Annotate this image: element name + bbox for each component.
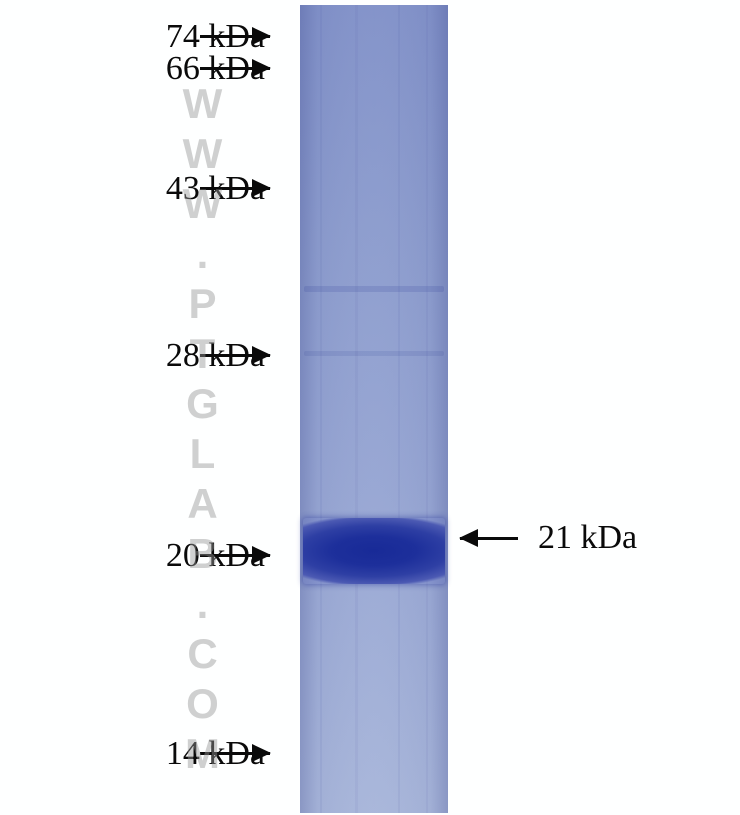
gel-lane (300, 5, 448, 813)
marker-arrow-74 (200, 35, 270, 38)
marker-arrow-20 (200, 554, 270, 557)
result-label: 21 kDa (538, 519, 637, 557)
result-arrow (460, 537, 518, 540)
marker-arrow-43 (200, 187, 270, 190)
marker-arrow-28 (200, 354, 270, 357)
gel-image-container: 74 kDa 66 kDa 43 kDa 28 kDa 20 kDa 14 kD… (0, 0, 740, 815)
marker-arrow-14 (200, 752, 270, 755)
marker-arrow-66 (200, 67, 270, 70)
protein-band-main (303, 518, 445, 584)
